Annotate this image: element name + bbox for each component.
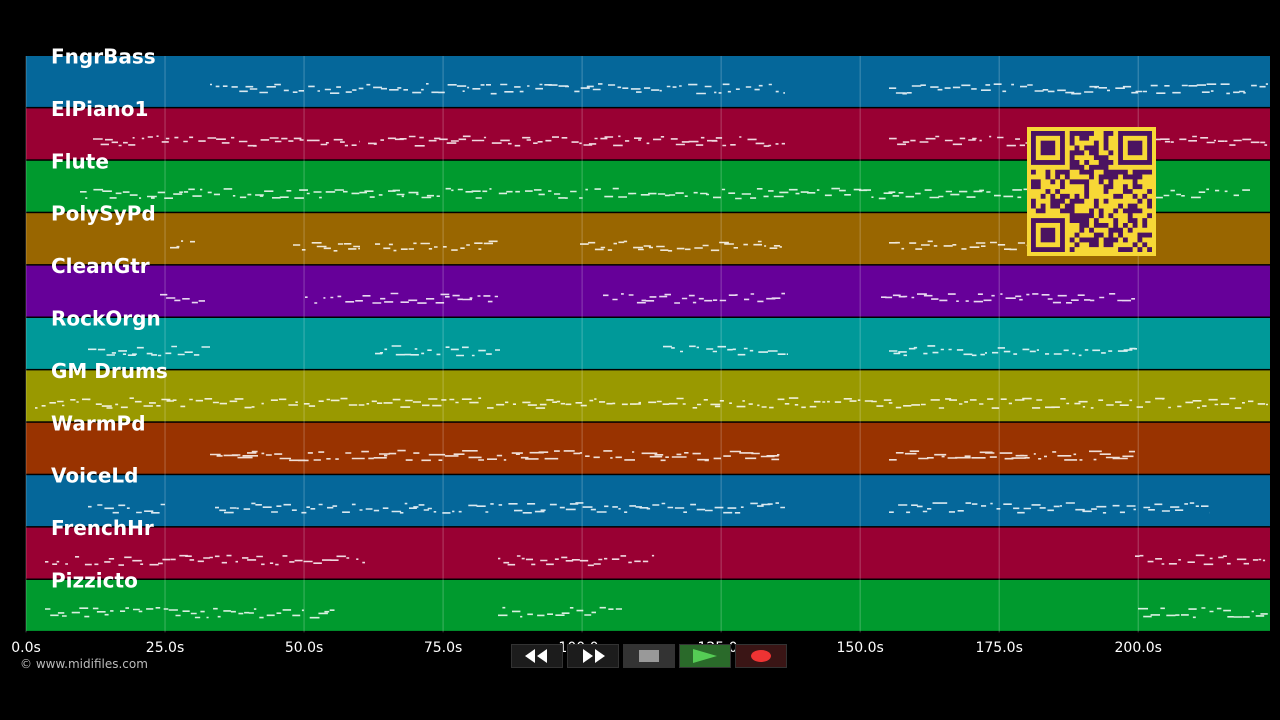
- notes: [88, 345, 1137, 357]
- track-lane: [26, 527, 1270, 579]
- track-name: Flute: [51, 149, 109, 173]
- qr-finder: [1040, 227, 1056, 243]
- track-lane: [26, 580, 1270, 631]
- track-name: WarmPd: [51, 411, 146, 435]
- transport: [511, 644, 787, 668]
- notes: [45, 606, 1268, 619]
- qr-finder: [1040, 140, 1056, 156]
- forward-button[interactable]: [567, 644, 619, 668]
- track-name: CleanGtr: [51, 254, 150, 278]
- play-button[interactable]: [679, 644, 731, 668]
- track-lane: [26, 56, 1270, 107]
- qr-modules: [1031, 131, 1152, 252]
- time-label: 25.0s: [146, 640, 184, 656]
- track-name: FrenchHr: [51, 516, 154, 540]
- time-label: 200.0s: [1115, 640, 1162, 656]
- track-name: RockOrgn: [51, 307, 161, 331]
- rewind-button[interactable]: [511, 644, 563, 668]
- track-lane: [26, 370, 1270, 422]
- copyright: © www.midifiles.com: [20, 657, 148, 671]
- time-label: 150.0s: [836, 640, 883, 656]
- stop-button[interactable]: [623, 644, 675, 668]
- track-name: GM Drums: [51, 359, 168, 383]
- track-lane: [26, 265, 1270, 317]
- record-button[interactable]: [735, 644, 787, 668]
- track-name: FngrBass: [51, 45, 156, 69]
- time-label: 175.0s: [975, 640, 1022, 656]
- track-lane: [26, 318, 1270, 369]
- qr-code: [1027, 127, 1156, 256]
- notes: [210, 83, 1268, 95]
- notes: [88, 502, 1210, 514]
- track-name: VoiceLd: [51, 464, 138, 488]
- track-lane: [26, 422, 1270, 474]
- notes: [210, 449, 1135, 462]
- track-lane: [26, 475, 1270, 527]
- track-name: ElPiano1: [51, 97, 148, 121]
- time-label: 75.0s: [424, 640, 462, 656]
- notes: [35, 397, 1268, 409]
- track-name: Pizzicto: [51, 569, 138, 593]
- notes: [160, 292, 1135, 304]
- qr-finder: [1127, 140, 1143, 156]
- track-name: PolySyPd: [51, 202, 156, 226]
- time-label: 0.0s: [11, 640, 41, 656]
- notes: [45, 554, 1266, 567]
- time-label: 50.0s: [285, 640, 323, 656]
